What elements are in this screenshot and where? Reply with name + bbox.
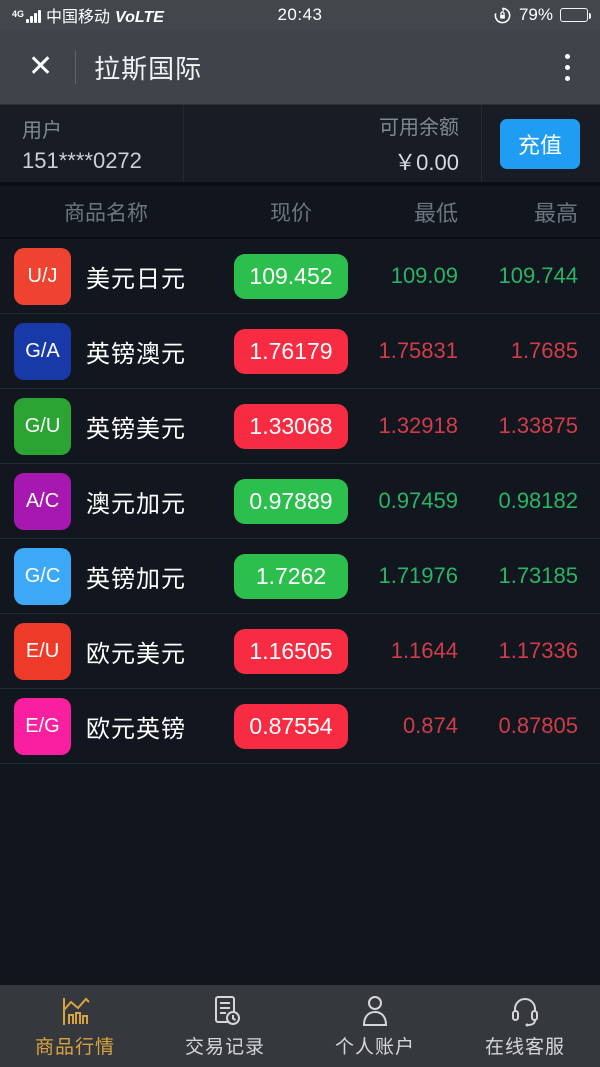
table-header: 商品名称 现价 最低 最高 <box>0 186 600 239</box>
table-row[interactable]: G/U 英镑美元 1.33068 1.32918 1.33875 <box>0 389 600 464</box>
pair-name: 美元日元 <box>86 265 186 293</box>
rotation-lock-icon <box>494 7 511 23</box>
tab-label: 个人账户 <box>334 1036 415 1058</box>
table-row[interactable]: U/J 美元日元 109.452 109.09 109.744 <box>0 239 600 314</box>
user-label: 用户 <box>22 119 62 142</box>
pair-badge: U/J <box>14 247 71 305</box>
high-value: 0.98182 <box>498 488 578 513</box>
high-value: 1.17336 <box>498 638 578 663</box>
market-chart-icon <box>63 997 90 1025</box>
close-button[interactable]: ✕ <box>28 50 54 83</box>
tab-label: 在线客服 <box>484 1036 565 1058</box>
account-bar: 用户 151****0272 可用余额 ￥0.00 充值 <box>0 105 600 186</box>
current-price-badge: 1.76179 <box>234 328 348 374</box>
pair-name: 欧元美元 <box>86 640 186 668</box>
volte-label: VoLTE <box>115 9 164 26</box>
pair-badge: G/C <box>14 547 71 605</box>
status-left: 4G 中国移动 VoLTE <box>12 3 242 27</box>
pair-badge: E/G <box>14 697 71 755</box>
person-icon <box>362 995 388 1026</box>
table-body: U/J 美元日元 109.452 109.09 109.744 G/A 英镑澳元… <box>0 239 600 764</box>
nav-bar: ✕ 拉斯国际 <box>0 30 600 105</box>
balance-label: 可用余额 <box>378 116 459 139</box>
low-value: 0.97459 <box>378 488 458 513</box>
table-row[interactable]: E/U 欧元美元 1.16505 1.1644 1.17336 <box>0 614 600 689</box>
nav-divider <box>75 50 77 84</box>
status-right: 79% <box>358 5 591 25</box>
account-user: 用户 151****0272 <box>22 105 184 182</box>
tab-bar: 商品行情 交易记录 个人账户 <box>0 985 600 1067</box>
tab-label: 商品行情 <box>34 1036 115 1058</box>
current-price-badge: 0.87554 <box>234 703 348 749</box>
pair-badge: G/U <box>14 397 71 455</box>
pair-name: 欧元英镑 <box>86 715 186 743</box>
header-product: 商品名称 <box>64 201 148 225</box>
pair-badge: G/A <box>14 322 71 380</box>
balance-amount: ￥0.00 <box>394 149 459 175</box>
low-value: 109.09 <box>390 263 458 288</box>
high-value: 1.33875 <box>498 413 578 438</box>
low-value: 0.874 <box>402 713 458 738</box>
empty-area <box>0 764 600 985</box>
current-price-badge: 1.16505 <box>234 628 348 674</box>
page-title: 拉斯国际 <box>94 53 203 84</box>
account-balance: 可用余额 ￥0.00 <box>184 105 482 182</box>
header-price: 现价 <box>270 201 312 225</box>
more-menu-icon[interactable] <box>555 48 580 87</box>
low-value: 1.75831 <box>378 338 458 363</box>
tab-records[interactable]: 交易记录 <box>150 994 300 1059</box>
low-value: 1.32918 <box>378 413 458 438</box>
table-row[interactable]: G/A 英镑澳元 1.76179 1.75831 1.7685 <box>0 314 600 389</box>
battery-percent: 79% <box>518 5 553 24</box>
pair-name: 英镑美元 <box>86 415 186 443</box>
recharge-button[interactable]: 充值 <box>499 118 580 169</box>
header-low: 最低 <box>413 200 458 226</box>
current-price-badge: 1.33068 <box>234 403 348 449</box>
tab-service[interactable]: 在线客服 <box>450 994 600 1059</box>
battery-icon <box>560 8 591 22</box>
header-high: 最高 <box>533 200 578 226</box>
pair-badge: E/U <box>14 622 71 680</box>
high-value: 1.7685 <box>510 338 578 363</box>
table-row[interactable]: A/C 澳元加元 0.97889 0.97459 0.98182 <box>0 464 600 539</box>
tab-account[interactable]: 个人账户 <box>300 994 450 1059</box>
pair-badge: A/C <box>14 472 71 530</box>
status-bar: 4G 中国移动 VoLTE 20:43 79% <box>0 0 600 30</box>
current-price-badge: 109.452 <box>234 253 348 299</box>
high-value: 0.87805 <box>498 713 578 738</box>
table-row[interactable]: E/G 欧元英镑 0.87554 0.874 0.87805 <box>0 689 600 764</box>
pair-name: 英镑澳元 <box>86 340 186 368</box>
trade-records-icon <box>215 995 240 1025</box>
carrier-label: 中国移动 <box>46 9 111 26</box>
network-type-label: 4G <box>12 9 25 19</box>
pair-name: 英镑加元 <box>86 565 186 593</box>
signal-icon: 4G <box>12 9 42 27</box>
current-price-badge: 0.97889 <box>234 478 348 524</box>
tab-market[interactable]: 商品行情 <box>0 994 150 1059</box>
high-value: 1.73185 <box>498 563 578 588</box>
high-value: 109.744 <box>498 263 578 288</box>
tab-label: 交易记录 <box>184 1036 265 1058</box>
pair-name: 澳元加元 <box>86 490 186 518</box>
current-price-badge: 1.7262 <box>234 553 348 599</box>
table-row[interactable]: G/C 英镑加元 1.7262 1.71976 1.73185 <box>0 539 600 614</box>
low-value: 1.71976 <box>378 563 458 588</box>
headset-icon <box>512 997 538 1026</box>
clock: 20:43 <box>277 5 323 24</box>
low-value: 1.1644 <box>390 638 458 663</box>
user-id: 151****0272 <box>22 147 142 173</box>
